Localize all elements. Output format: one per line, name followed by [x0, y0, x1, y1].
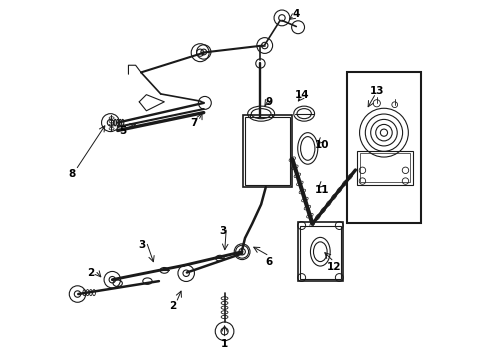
- Text: 9: 9: [266, 97, 273, 107]
- Text: 6: 6: [266, 257, 273, 267]
- Text: 10: 10: [315, 140, 329, 150]
- Text: 5: 5: [119, 126, 126, 135]
- Text: 2: 2: [169, 301, 176, 311]
- Text: 4: 4: [292, 9, 299, 19]
- Bar: [347, 72, 421, 223]
- Text: 14: 14: [294, 90, 309, 100]
- Bar: [243, 116, 292, 187]
- Text: 13: 13: [370, 86, 384, 96]
- Bar: [298, 222, 343, 281]
- Text: 7: 7: [191, 118, 198, 128]
- Bar: [360, 153, 410, 182]
- Text: 8: 8: [69, 168, 76, 179]
- Bar: [245, 117, 290, 185]
- Text: 3: 3: [219, 226, 226, 236]
- Text: 11: 11: [315, 185, 329, 195]
- Text: 1: 1: [221, 339, 228, 349]
- Text: 3: 3: [139, 240, 146, 250]
- Bar: [357, 150, 413, 185]
- Text: 12: 12: [327, 262, 341, 272]
- Bar: [300, 226, 341, 279]
- Text: 2: 2: [87, 267, 95, 278]
